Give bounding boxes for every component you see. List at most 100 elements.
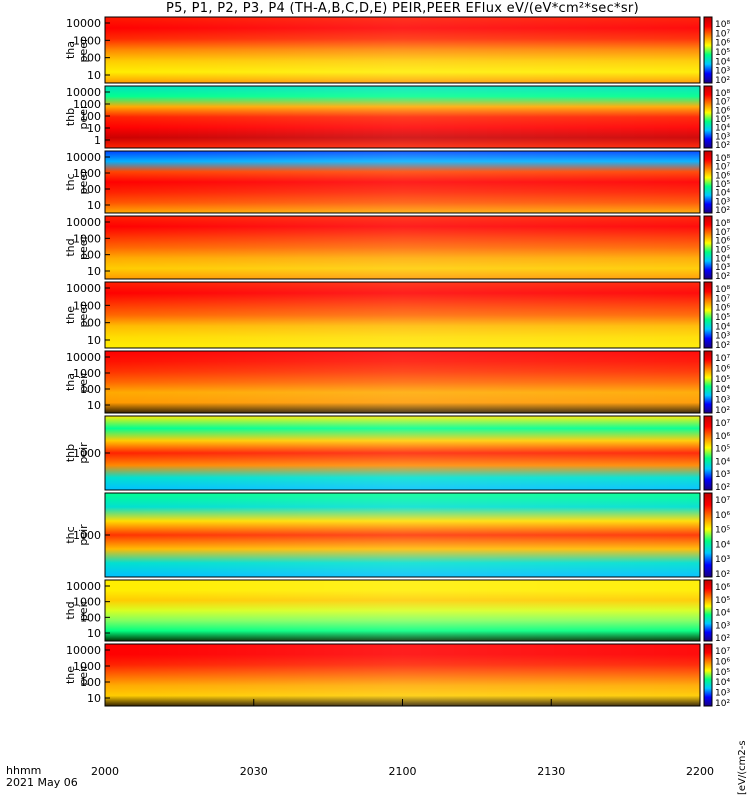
colorbar-tick-label: 10² (715, 141, 730, 151)
y-tick-label: 10 (87, 692, 101, 705)
colorbar-tick-label: 10⁶ (715, 304, 730, 314)
colorbar-tick-label: 10⁶ (715, 364, 730, 374)
x-tick-label: 2200 (686, 765, 714, 778)
panel-frame (104, 150, 701, 214)
panel-probe-label: tha (64, 373, 77, 391)
panel-gap (105, 489, 700, 493)
spectrogram-panel-thd-peer: 10000 1000 100 10 thd peer 10⁸10⁷10⁶10⁵10⁴10³1… (64, 215, 730, 282)
spectrogram-panel-thc-peer: 10000 1000 100 10 thc peer 10⁸10⁷10⁶10⁵10⁴10³1… (64, 150, 730, 216)
y-tick-label: 1000 (73, 367, 101, 380)
colorbar-title: [eV/(cm2-s (737, 740, 748, 795)
y-tick-label: 10000 (66, 86, 101, 99)
colorbar-tick-label: 10³ (715, 132, 730, 142)
panel-gap (105, 147, 700, 151)
colorbar-tick-label: 10⁴ (715, 385, 730, 395)
colorbar-tick-label: 10⁷ (715, 496, 730, 506)
x-tick-label: 2030 (239, 765, 268, 778)
colorbar-tick-label: 10⁵ (715, 668, 730, 678)
y-tick-label: 1 (94, 134, 101, 147)
colorbar-tick-label: 10⁴ (715, 457, 730, 467)
colorbar-tick-label: 10⁵ (715, 375, 730, 385)
y-tick-label: 1000 (73, 98, 101, 111)
colorbar (703, 85, 713, 149)
spectrogram-shade (105, 86, 700, 148)
colorbar-tick-label: 10⁴ (715, 609, 730, 619)
footer-date-label: 2021 May 06 (6, 776, 78, 789)
y-tick-label: 10000 (66, 17, 101, 30)
y-tick-label: 1000 (73, 299, 101, 312)
panel-frame (104, 350, 701, 414)
colorbar (703, 492, 713, 578)
panel-product-label: peir (77, 599, 90, 621)
colorbar-tick-label: 10⁶ (715, 583, 730, 593)
colorbar-tick-label: 10⁸ (715, 154, 730, 164)
colorbar-tick-label: 10⁶ (715, 511, 730, 521)
colorbar-tick-label: 10⁵ (715, 180, 730, 190)
colorbar-tick-label: 10³ (715, 332, 730, 342)
x-tick-label: 2000 (91, 765, 119, 778)
panel-frame (104, 85, 701, 149)
panel-product-label: peir (77, 371, 90, 393)
colorbar-tick-label: 10⁶ (715, 432, 730, 442)
panel-gap (105, 577, 700, 580)
panel-product-label: peir (77, 524, 90, 546)
colorbar-tick-label: 10⁵ (715, 445, 730, 455)
spectrogram-panel-the-peer: 10000 1000 100 10 the peer 10⁸10⁷10⁶10⁵10⁴10³1… (64, 281, 730, 351)
panel-probe-label: the (64, 306, 77, 324)
colorbar-tick-label: 10⁴ (715, 57, 730, 67)
colorbar-tick-label: 10⁷ (715, 294, 730, 304)
chart-title: P5, P1, P2, P3, P4 (TH-A,B,C,D,E) PEIR,P… (166, 1, 639, 16)
colorbar-tick-label: 10⁷ (715, 228, 730, 238)
colorbar-tick-label: 10⁶ (715, 171, 730, 181)
colorbar-tick-label: 10⁵ (715, 596, 730, 606)
colorbar (703, 415, 713, 491)
y-tick-label: 10000 (66, 151, 101, 164)
y-tick-label: 1000 (73, 529, 101, 542)
y-tick-label: 10 (87, 122, 101, 135)
colorbar-tick-label: 10⁴ (715, 254, 730, 264)
panel-frame (104, 16, 701, 84)
panel-product-label: peer (77, 37, 90, 63)
colorbar-tick-label: 10² (715, 76, 730, 86)
spectrogram-shade (105, 351, 700, 413)
colorbar-tick-label: 10³ (715, 396, 730, 406)
colorbar (703, 16, 713, 84)
y-tick-label: 1000 (73, 232, 101, 245)
y-tick-label: 10 (87, 334, 101, 347)
colorbar-tick-label: 10⁴ (715, 678, 730, 688)
y-tick-label: 10000 (66, 580, 101, 593)
x-tick-label: 2100 (388, 765, 417, 778)
panel-product-label: peir (77, 664, 90, 686)
panel-probe-label: tha (64, 41, 77, 59)
y-tick-label: 100 (80, 676, 101, 689)
colorbar-tick-label: 10⁵ (715, 313, 730, 323)
colorbar-tick-label: 10⁷ (715, 647, 730, 657)
y-tick-label: 10000 (66, 644, 101, 657)
panel-product-label: peir (77, 442, 90, 464)
panel-frame (104, 579, 701, 642)
colorbar-tick-label: 10⁷ (715, 29, 730, 39)
panel-probe-label: thb (64, 108, 77, 126)
spectrogram-shade (105, 580, 700, 641)
colorbar-tick-label: 10² (715, 341, 730, 351)
y-tick-label: 100 (80, 183, 101, 196)
spectrogram-shade (105, 151, 700, 213)
spectrogram-panel-tha-peer: 10000 1000 100 10 tha peer 10⁸10⁷10⁶10⁵10⁴10³1… (64, 16, 730, 86)
colorbar-tick-label: 10⁶ (715, 106, 730, 116)
panel-product-label: peer (77, 169, 90, 195)
y-tick-label: 10 (87, 399, 101, 412)
colorbar-tick-label: 10³ (715, 197, 730, 207)
colorbar-tick-label: 10² (715, 483, 730, 493)
colorbar-tick-label: 10⁶ (715, 237, 730, 247)
panel-frame (104, 281, 701, 349)
y-tick-label: 100 (80, 611, 101, 624)
panel-probe-label: the (64, 666, 77, 684)
y-tick-label: 1000 (73, 447, 101, 460)
colorbar-tick-label: 10³ (715, 263, 730, 273)
colorbar-tick-label: 10⁸ (715, 219, 730, 229)
